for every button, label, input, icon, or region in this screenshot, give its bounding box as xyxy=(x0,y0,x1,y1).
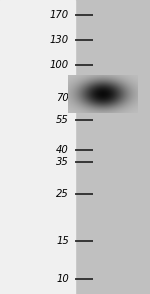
Text: 25: 25 xyxy=(56,188,69,198)
Text: 170: 170 xyxy=(50,10,69,20)
Text: 40: 40 xyxy=(56,145,69,155)
Text: 100: 100 xyxy=(50,59,69,69)
Text: 10: 10 xyxy=(56,274,69,284)
Text: 70: 70 xyxy=(56,93,69,103)
Text: 130: 130 xyxy=(50,35,69,45)
Text: 35: 35 xyxy=(56,157,69,167)
Bar xyxy=(0,0,75,294)
Text: 55: 55 xyxy=(56,115,69,125)
Text: 15: 15 xyxy=(56,236,69,246)
